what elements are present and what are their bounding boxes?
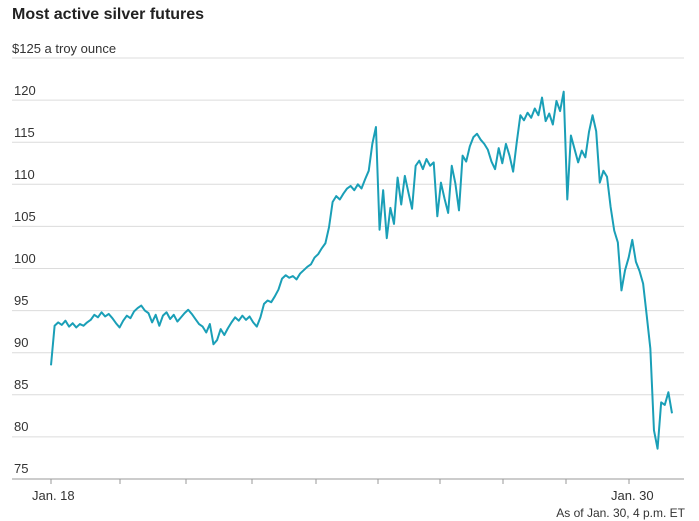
price-line — [50, 90, 673, 450]
y-axis-top-label: $125 a troy ounce — [12, 41, 117, 56]
gridlines — [12, 57, 684, 438]
y-tick-label: 120 — [14, 83, 36, 98]
timestamp-note: As of Jan. 30, 4 p.m. ET — [556, 506, 685, 520]
y-tick-label: 100 — [14, 251, 36, 266]
x-tick-label-end: Jan. 30 — [611, 488, 654, 503]
y-tick-label: 85 — [14, 377, 29, 392]
y-tick-label: 80 — [14, 419, 29, 434]
y-tick-label: 115 — [14, 125, 35, 140]
y-tick-label: 75 — [14, 461, 29, 476]
x-axis-ticks — [50, 479, 630, 484]
y-tick-label: 95 — [14, 293, 29, 308]
y-tick-label: 110 — [14, 167, 35, 182]
chart-title: Most active silver futures — [12, 6, 205, 23]
y-tick-label: 105 — [14, 209, 36, 224]
y-tick-label: 90 — [14, 335, 29, 350]
x-tick-label-start: Jan. 18 — [32, 488, 75, 503]
